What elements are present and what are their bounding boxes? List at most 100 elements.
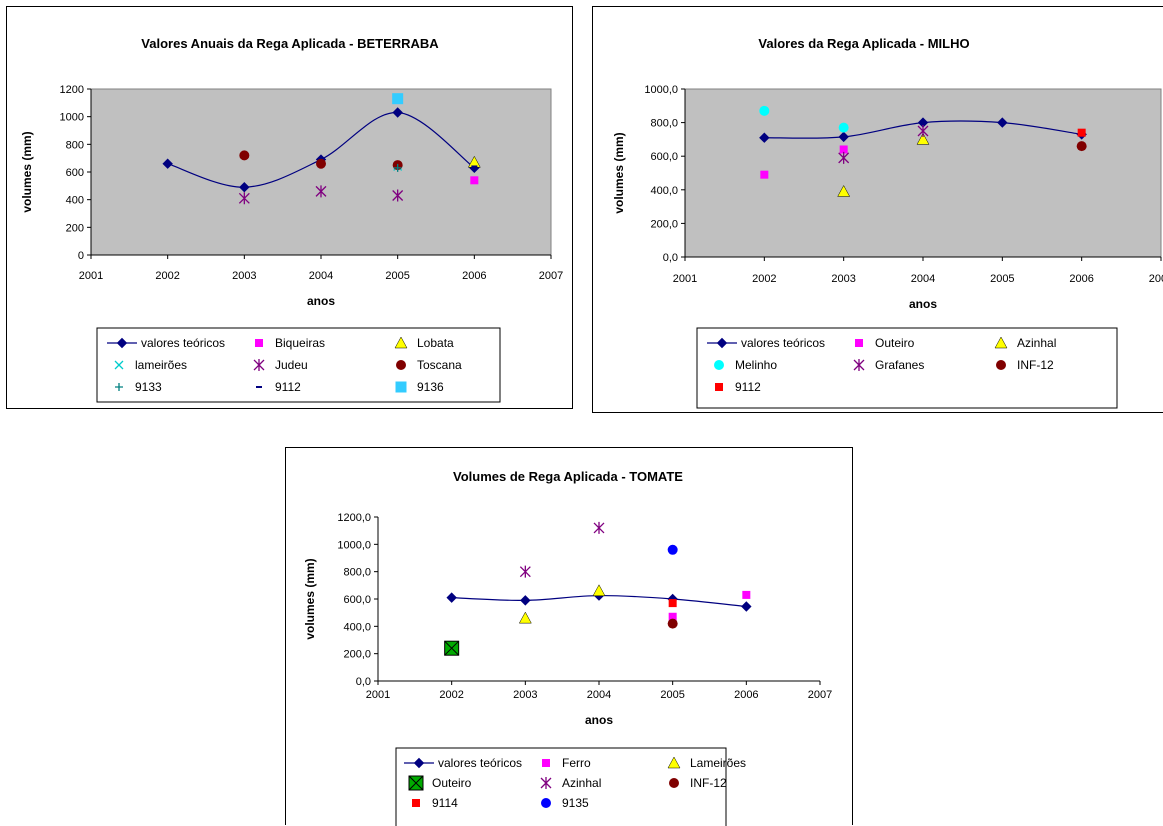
chart-beterraba-svg: Valores Anuais da Rega Aplicada - BETERR… xyxy=(20,36,563,403)
data-point xyxy=(392,107,403,118)
y-tick-label: 1000 xyxy=(60,112,84,124)
x-tick-label: 2007 xyxy=(539,270,563,282)
data-point xyxy=(759,105,770,116)
legend-marker xyxy=(114,360,124,370)
legend-label: valores teóricos xyxy=(141,336,225,350)
legend-label: valores teóricos xyxy=(741,336,825,350)
legend-entry: Ferro xyxy=(542,756,591,770)
data-point xyxy=(741,601,752,612)
legend-label: Azinhal xyxy=(1017,336,1056,350)
series xyxy=(759,105,849,133)
chart-tomate-svg: Volumes de Rega Aplicada - TOMATE 0,0 200,… xyxy=(303,469,832,826)
data-point xyxy=(838,151,850,164)
x-tick-label: 2005 xyxy=(385,270,409,282)
data-point xyxy=(838,122,849,133)
series xyxy=(667,544,678,555)
y-tick-label: 600 xyxy=(66,167,84,179)
legend-label: 9112 xyxy=(735,380,761,394)
legend-marker xyxy=(714,360,724,370)
y-tick-label: 200 xyxy=(66,222,84,234)
x-axis-label: anos xyxy=(307,294,335,308)
y-tick-label: 0,0 xyxy=(663,252,678,264)
x-axis-label: anos xyxy=(909,297,937,311)
y-tick-label: 0,0 xyxy=(356,676,371,688)
legend-entry: Outeiro xyxy=(855,336,915,350)
y-axis-label: volumes (mm) xyxy=(20,131,34,212)
legend-entry: INF-12 xyxy=(669,776,727,790)
chart-title: Valores Anuais da Rega Aplicada - BETERR… xyxy=(141,36,439,51)
data-point xyxy=(519,565,531,578)
chart-title: Volumes de Rega Aplicada - TOMATE xyxy=(453,469,683,484)
legend-marker xyxy=(253,359,265,371)
series xyxy=(668,599,677,608)
x-tick-label: 2002 xyxy=(155,270,179,282)
x-tick-label: 2004 xyxy=(587,689,611,701)
data-point xyxy=(315,185,327,198)
legend-label: Grafanes xyxy=(875,358,924,372)
series xyxy=(238,185,404,205)
legend-marker xyxy=(667,756,681,769)
legend-label: Outeiro xyxy=(875,336,915,350)
data-point xyxy=(238,192,250,205)
chart-milho: Valores da Rega Aplicada - MILHO 0,0 200,0… xyxy=(592,6,1163,413)
legend-marker xyxy=(395,381,407,393)
marker-cross xyxy=(408,775,424,791)
data-point xyxy=(444,640,460,656)
legend-marker xyxy=(542,759,550,767)
legend-label: INF-12 xyxy=(1017,358,1054,372)
legend-entry: Azinhal xyxy=(994,336,1056,350)
data-point xyxy=(838,131,849,143)
data-point xyxy=(667,544,678,555)
legend-label: lameirões xyxy=(135,358,187,372)
data-point xyxy=(446,592,457,603)
x-tick-label: 2003 xyxy=(232,270,256,282)
legend-entry: INF-12 xyxy=(996,358,1054,372)
legend-label: 9135 xyxy=(562,796,589,810)
legend-marker xyxy=(255,339,263,347)
legend-entry: lameirões xyxy=(114,358,187,372)
x-tick-label: 2003 xyxy=(831,273,855,285)
y-tick-label: 400 xyxy=(66,195,84,207)
y-tick-label: 600,0 xyxy=(650,151,678,163)
x-tick-label: 2004 xyxy=(911,273,935,285)
y-tick-label: 800,0 xyxy=(343,567,371,579)
x-tick-label: 2007 xyxy=(808,689,832,701)
series xyxy=(518,584,606,624)
x-tick-label: 2007 xyxy=(1149,273,1163,285)
series xyxy=(667,618,678,629)
y-tick-label: 1200 xyxy=(60,84,84,96)
y-axis-label: volumes (mm) xyxy=(303,558,317,639)
data-point xyxy=(837,184,851,197)
y-tick-label: 1000,0 xyxy=(644,84,678,96)
legend-label: valores teóricos xyxy=(438,756,522,770)
data-point xyxy=(239,150,250,161)
data-point xyxy=(470,176,479,185)
series xyxy=(393,163,402,172)
legend-label: 9136 xyxy=(417,380,444,394)
x-tick-label: 2005 xyxy=(990,273,1014,285)
series xyxy=(519,521,605,578)
y-tick-label: 800 xyxy=(66,139,84,151)
series xyxy=(1077,128,1086,137)
x-tick-label: 2005 xyxy=(660,689,684,701)
legend-marker xyxy=(716,337,728,349)
data-point xyxy=(518,611,532,624)
legend-marker xyxy=(996,360,1006,370)
legend-marker xyxy=(394,336,408,349)
plot-area xyxy=(684,88,1162,258)
legend-label: 9112 xyxy=(275,380,301,394)
legend-entry: 9112 xyxy=(715,380,761,394)
legend-label: Lameirões xyxy=(690,756,746,770)
data-point xyxy=(1076,141,1087,152)
legend-label: Azinhal xyxy=(562,776,601,790)
legend-marker xyxy=(408,775,424,791)
x-tick-label: 2001 xyxy=(79,270,103,282)
legend-entry: Grafanes xyxy=(853,358,924,372)
y-axis-label: volumes (mm) xyxy=(612,132,626,213)
data-point xyxy=(916,132,930,145)
data-point xyxy=(917,125,929,137)
data-point xyxy=(668,612,677,621)
legend-entry: valores teóricos xyxy=(107,336,225,350)
legend-entry: Toscana xyxy=(396,358,462,372)
data-point xyxy=(239,182,250,193)
